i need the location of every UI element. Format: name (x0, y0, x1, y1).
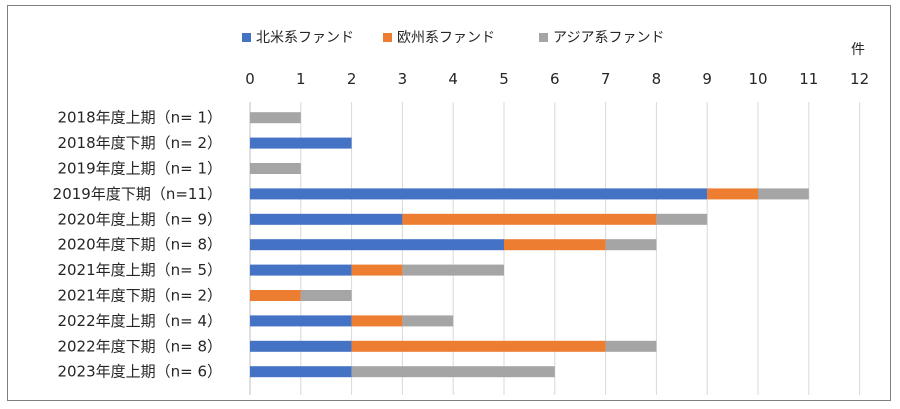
bar-asia (605, 239, 657, 251)
legend-label-3: アジア系ファンド (553, 30, 664, 46)
category-label: 2018年度上期（n= 1） (57, 109, 222, 127)
bar-europe (351, 340, 606, 352)
bar-north-america (250, 188, 708, 200)
stacked-bar-chart: 北米系ファンド 欧州系ファンド アジア系ファンド 件 0 1 2 3 4 5 6 7 8 9 10 11 1… (53, 30, 869, 395)
x-tick-label: 11 (799, 70, 818, 88)
bars (250, 112, 809, 378)
x-tick-label: 6 (550, 70, 560, 88)
x-tick-label: 12 (850, 70, 869, 88)
bar-north-america (250, 264, 352, 276)
bar-asia (250, 163, 301, 174)
x-tick-label: 5 (499, 70, 509, 88)
bar-north-america (250, 137, 352, 149)
bar-asia (758, 188, 809, 200)
x-tick-label: 1 (296, 70, 306, 88)
category-label: 2021年度上期（n= 5） (57, 261, 222, 279)
x-tick-label: 0 (245, 70, 255, 88)
bar-europe (351, 315, 403, 327)
legend-swatch-2 (383, 33, 392, 42)
category-label: 2021年度下期（n= 2） (57, 287, 222, 305)
bar-europe (504, 239, 606, 251)
x-tick-label: 3 (398, 70, 408, 88)
bar-asia (250, 112, 301, 124)
category-label: 2018年度下期（n= 2） (57, 134, 222, 152)
bar-north-america (250, 213, 403, 225)
category-label: 2022年度上期（n= 4） (57, 312, 222, 330)
x-tick-label: 4 (448, 70, 458, 88)
chart-frame: 北米系ファンド 欧州系ファンド アジア系ファンド 件 0 1 2 3 4 5 6 7 8 9 10 11 1… (7, 5, 891, 401)
category-label: 2023年度上期（n= 6） (57, 363, 222, 381)
category-label: 2020年度上期（n= 9） (57, 210, 222, 228)
legend-label-1: 北米系ファンド (256, 30, 354, 46)
bar-europe (707, 188, 758, 200)
unit-label: 件 (851, 42, 865, 58)
legend-label-2: 欧州系ファンド (397, 30, 495, 46)
bar-asia (402, 264, 504, 276)
category-label: 2019年度上期（n= 1） (57, 160, 222, 178)
bar-asia (300, 290, 352, 301)
bar-north-america (250, 315, 352, 327)
x-tick-label: 2 (347, 70, 357, 88)
x-tick-label: 8 (652, 70, 662, 88)
category-labels: 2018年度上期（n= 1） 2018年度下期（n= 2） 2019年度上期（n= … (53, 109, 222, 381)
x-tick-label: 7 (601, 70, 611, 88)
bar-europe (250, 290, 301, 301)
bar-europe (402, 213, 657, 225)
bar-europe (351, 264, 403, 276)
legend: 北米系ファンド 欧州系ファンド アジア系ファンド (242, 30, 664, 46)
bar-asia (605, 340, 657, 352)
x-tick-label: 10 (748, 70, 767, 88)
x-axis-ticks: 0 1 2 3 4 5 6 7 8 9 10 11 12 (245, 70, 869, 88)
bar-north-america (250, 340, 352, 352)
legend-swatch-1 (242, 33, 251, 42)
legend-swatch-3 (539, 33, 548, 42)
bar-north-america (250, 366, 352, 378)
category-label: 2019年度下期（n=11） (53, 185, 222, 203)
category-label: 2020年度下期（n= 8） (57, 236, 222, 254)
bar-asia (351, 366, 555, 378)
x-tick-label: 9 (702, 70, 712, 88)
category-label: 2022年度下期（n= 8） (57, 337, 222, 355)
bar-asia (656, 213, 708, 225)
bar-asia (402, 315, 454, 327)
bar-north-america (250, 239, 504, 251)
